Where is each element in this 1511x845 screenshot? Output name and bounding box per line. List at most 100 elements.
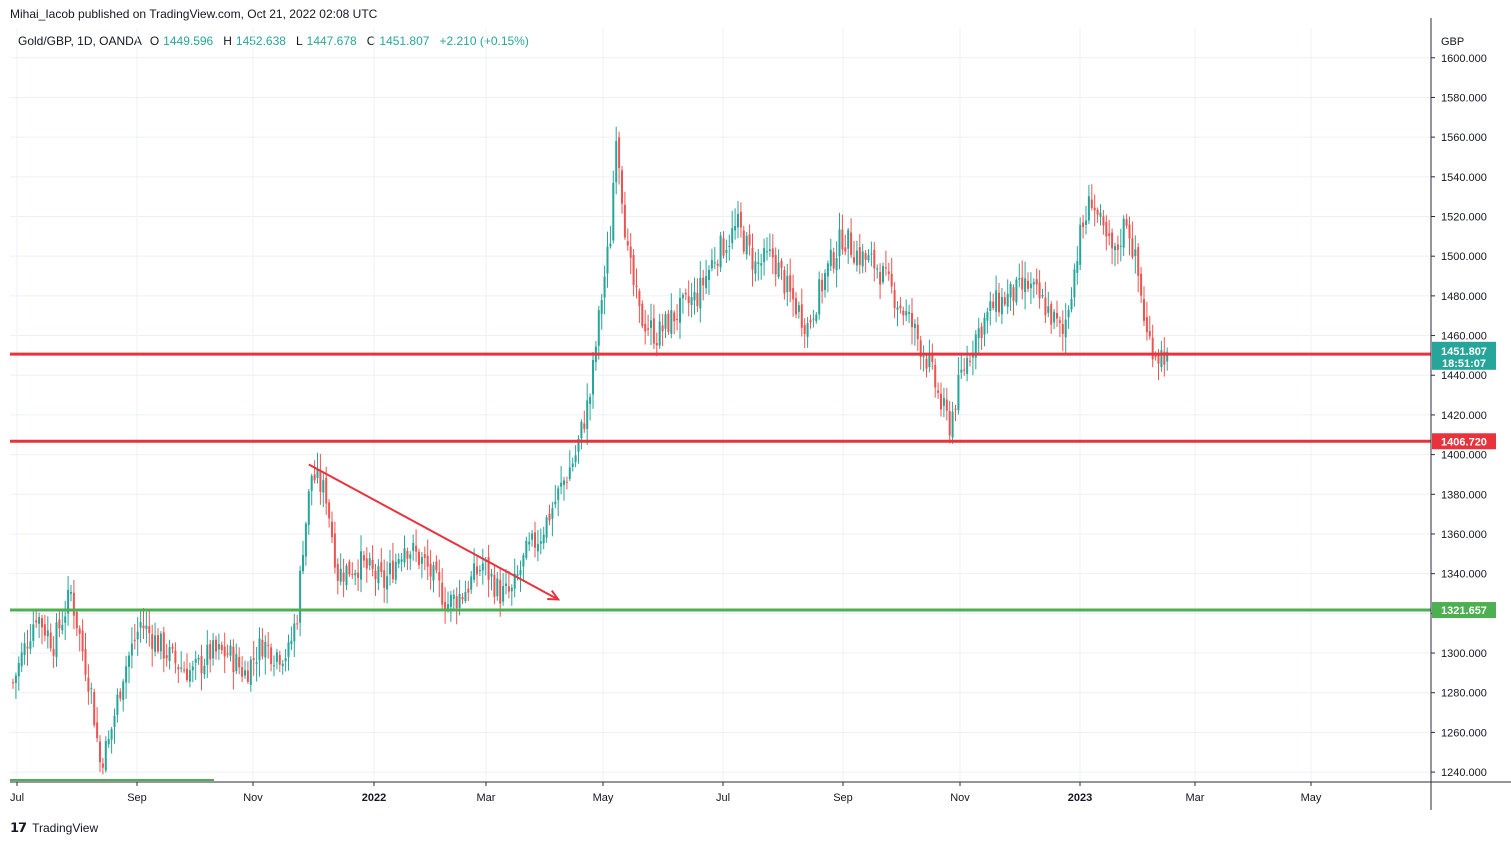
candle [676, 304, 679, 331]
candle [1122, 215, 1125, 257]
candle [507, 570, 510, 599]
candle [374, 563, 377, 596]
candle [1029, 272, 1032, 305]
candle [1119, 228, 1122, 262]
candle [774, 247, 777, 287]
candle [159, 631, 162, 660]
candle [281, 660, 284, 675]
candle [165, 643, 168, 667]
candle [606, 231, 609, 288]
candle [487, 544, 490, 598]
open-value: 1449.596 [163, 34, 214, 48]
candle [191, 660, 194, 683]
candle [142, 607, 145, 640]
trend-arrow[interactable] [308, 463, 561, 601]
candle [626, 228, 629, 251]
candle [35, 611, 38, 629]
candle [1044, 281, 1047, 324]
candle [861, 244, 864, 274]
candle [1067, 305, 1070, 329]
candle [1070, 287, 1073, 313]
candle [177, 664, 180, 684]
candle [789, 258, 792, 303]
candle [394, 553, 397, 585]
candle [194, 650, 197, 680]
candle [496, 571, 499, 601]
time-axis[interactable]: Jul Sep Nov 2022 Mar May Jul Sep Nov 2023 Mar May [10, 782, 1322, 804]
candle [745, 231, 748, 260]
candle [110, 726, 113, 754]
candle [716, 259, 719, 277]
horizontal-lines[interactable] [10, 352, 1431, 781]
candle [125, 655, 128, 699]
candle [264, 635, 267, 675]
candle [505, 568, 507, 595]
high-value: 1452.638 [235, 34, 286, 48]
candle [644, 309, 647, 345]
candle [531, 529, 534, 547]
horizontal-line-tag [1432, 602, 1496, 619]
candle [580, 419, 583, 450]
candle [945, 388, 948, 421]
candle [461, 593, 464, 605]
candle [490, 568, 493, 591]
candle [206, 630, 209, 679]
candle [249, 656, 252, 692]
candle [722, 231, 725, 259]
candle [1096, 207, 1099, 223]
candle [1047, 291, 1050, 318]
tradingview-brand[interactable]: 𝟭𝟳 TradingView [10, 820, 98, 836]
candle [93, 688, 96, 728]
candle [655, 332, 658, 357]
candle [623, 191, 626, 240]
candle [609, 226, 612, 249]
y-tick-label: 1400.000 [1441, 450, 1487, 462]
x-tick-label: Nov [243, 792, 263, 804]
candle [592, 351, 594, 409]
candle [760, 253, 763, 280]
candle [313, 460, 316, 484]
candle [64, 600, 67, 641]
candle [548, 504, 551, 526]
candle [942, 387, 945, 418]
candle [342, 558, 345, 598]
x-tick-label: Mar [1186, 792, 1205, 804]
candle [1137, 243, 1140, 293]
y-tick-label: 1540.000 [1441, 172, 1487, 184]
candle [290, 626, 293, 651]
trend-arrow-line[interactable] [308, 463, 559, 601]
candle [806, 316, 809, 348]
candle [542, 526, 545, 550]
candle [545, 515, 548, 543]
candle [635, 268, 638, 299]
candle [937, 382, 940, 399]
candle [931, 343, 934, 370]
candle [217, 633, 220, 660]
candle [157, 628, 159, 654]
candle [403, 535, 406, 568]
price-axis[interactable]: GBP1240.0001260.0001280.0001300.0001320.… [10, 0, 1511, 810]
candle [449, 590, 452, 622]
candle [255, 646, 258, 682]
candle [380, 548, 383, 578]
candle [273, 655, 275, 677]
candle [203, 658, 206, 679]
candle [1102, 210, 1105, 235]
current-price-tag [1432, 341, 1496, 370]
x-tick-label: Mar [477, 792, 496, 804]
x-tick-label: Sep [833, 792, 853, 804]
candle [597, 305, 600, 360]
symbol-name[interactable]: Gold/GBP, 1D, OANDA [18, 34, 142, 48]
candle [887, 262, 890, 281]
candle [235, 643, 238, 675]
x-tick-label: Jul [10, 792, 24, 804]
candle [119, 688, 122, 702]
candle [476, 555, 478, 587]
candle [258, 627, 261, 677]
candle [284, 648, 287, 672]
y-tick-label: 1360.000 [1441, 529, 1487, 541]
candle [171, 643, 174, 654]
candle [122, 679, 125, 712]
x-tick-label: 2023 [1068, 792, 1092, 804]
